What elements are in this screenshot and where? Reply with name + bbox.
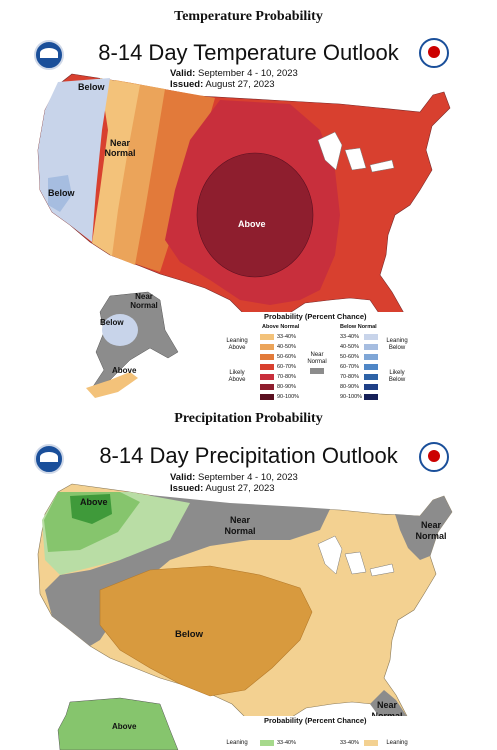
temp-label-below-ca: Below <box>48 188 75 198</box>
temp-legend-below-bin-label: 70-80% <box>340 374 359 380</box>
temp-legend-above-bin-label: 60-70% <box>277 364 296 370</box>
temperature-issued: Issued: August 27, 2023 <box>170 79 275 90</box>
noaa-logo <box>34 40 64 70</box>
temp-legend-above-swatch <box>260 364 274 370</box>
noaa-logo-precip <box>34 444 64 474</box>
precipitation-section-title: Precipitation Probability <box>174 411 323 426</box>
precip-alaska <box>57 697 179 750</box>
temp-legend-leaning-above: Leaning Above <box>226 338 248 351</box>
temp-legend-above-swatch <box>260 394 274 400</box>
temp-label-near-normal: Near Normal <box>104 138 136 158</box>
nws-logo-precip <box>419 442 449 472</box>
precip-legend-left-swatch <box>260 740 274 746</box>
temp-legend-below-swatch <box>364 384 378 390</box>
temp-legend-below-bin-label: 33-40% <box>340 334 359 340</box>
temp-legend-likely-below: Likely Below <box>388 370 406 383</box>
precipitation-legend: Probability (Percent Chance) Leaning 33-… <box>222 716 412 750</box>
temp-legend-below-bin-label: 50-60% <box>340 354 359 360</box>
temp-legend-below-bin-label: 90-100% <box>340 394 363 400</box>
temp-legend-below-swatch <box>364 334 378 340</box>
temp-legend-below-swatch <box>364 354 378 360</box>
nws-logo <box>419 38 449 68</box>
precip-legend-right-bin: 33-40% <box>340 740 359 746</box>
precip-legend-leaning-left: Leaning <box>226 740 248 746</box>
temp-legend-above-swatch <box>260 354 274 360</box>
precipitation-issued: Issued: August 27, 2023 <box>170 483 275 494</box>
temp-legend-leaning-below: Leaning Below <box>386 338 408 351</box>
precipitation-map-title: 8-14 Day Precipitation Outlook <box>99 443 398 468</box>
temp-legend-above-bin-label: 70-80% <box>277 374 296 380</box>
temperature-section-title: Temperature Probability <box>174 9 323 24</box>
precip-legend-left-bin: 33-40% <box>277 740 296 746</box>
temp-label-ak-below: Below <box>100 318 124 327</box>
temp-legend-below-swatch <box>364 394 378 400</box>
precip-label-near-normal-ne: Near Normal <box>415 520 447 541</box>
temp-legend-likely-above: Likely Above <box>228 370 246 383</box>
precip-label-near-normal-n: Near Normal <box>224 515 256 536</box>
precip-label-above-nw: Above <box>80 497 108 507</box>
precip-label-below: Below <box>175 629 203 640</box>
temp-legend-below-bin-label: 80-90% <box>340 384 359 390</box>
temp-legend-title: Probability (Percent Chance) <box>264 312 367 321</box>
temp-label-ak-near-normal: Near Normal <box>130 292 158 310</box>
temp-legend-below-swatch <box>364 374 378 380</box>
temp-legend-below-swatch <box>364 364 378 370</box>
precipitation-valid: Valid: September 4 - 10, 2023 <box>170 472 298 483</box>
temp-legend-above-bin-label: 50-60% <box>277 354 296 360</box>
temperature-map <box>37 73 451 398</box>
temp-legend-below-swatch <box>364 344 378 350</box>
temp-legend-above-swatch <box>260 344 274 350</box>
temp-legend-above-swatch <box>260 334 274 340</box>
temperature-map-title: 8-14 Day Temperature Outlook <box>98 40 399 65</box>
temp-legend-above-swatch <box>260 384 274 390</box>
temp-legend-near-normal: Near Normal <box>307 352 327 365</box>
temperature-valid: Valid: September 4 - 10, 2023 <box>170 68 298 79</box>
temp-legend-above-bin-label: 40-50% <box>277 344 296 350</box>
temp-legend-above-swatch <box>260 374 274 380</box>
temp-legend-below-bin-label: 60-70% <box>340 364 359 370</box>
temp-label-above: Above <box>238 219 266 229</box>
temp-legend-near-swatch <box>310 368 324 374</box>
temp-legend-above-bin-label: 33-40% <box>277 334 296 340</box>
temp-legend-above-header: Above Normal <box>262 324 300 330</box>
temp-legend-above-bin-label: 80-90% <box>277 384 296 390</box>
precip-legend-right-swatch <box>364 740 378 746</box>
temperature-legend: Probability (Percent Chance) Above Norma… <box>222 312 412 404</box>
temp-label-below-nw: Below <box>78 82 105 92</box>
temp-label-ak-above: Above <box>112 366 137 375</box>
temp-legend-above-bin-label: 90-100% <box>277 394 300 400</box>
precip-legend-leaning-right: Leaning <box>386 740 408 746</box>
temp-legend-below-bin-label: 40-50% <box>340 344 359 350</box>
temp-legend-below-header: Below Normal <box>340 324 377 330</box>
precip-label-ak-above: Above <box>112 722 137 731</box>
precip-legend-title: Probability (Percent Chance) <box>264 716 367 725</box>
